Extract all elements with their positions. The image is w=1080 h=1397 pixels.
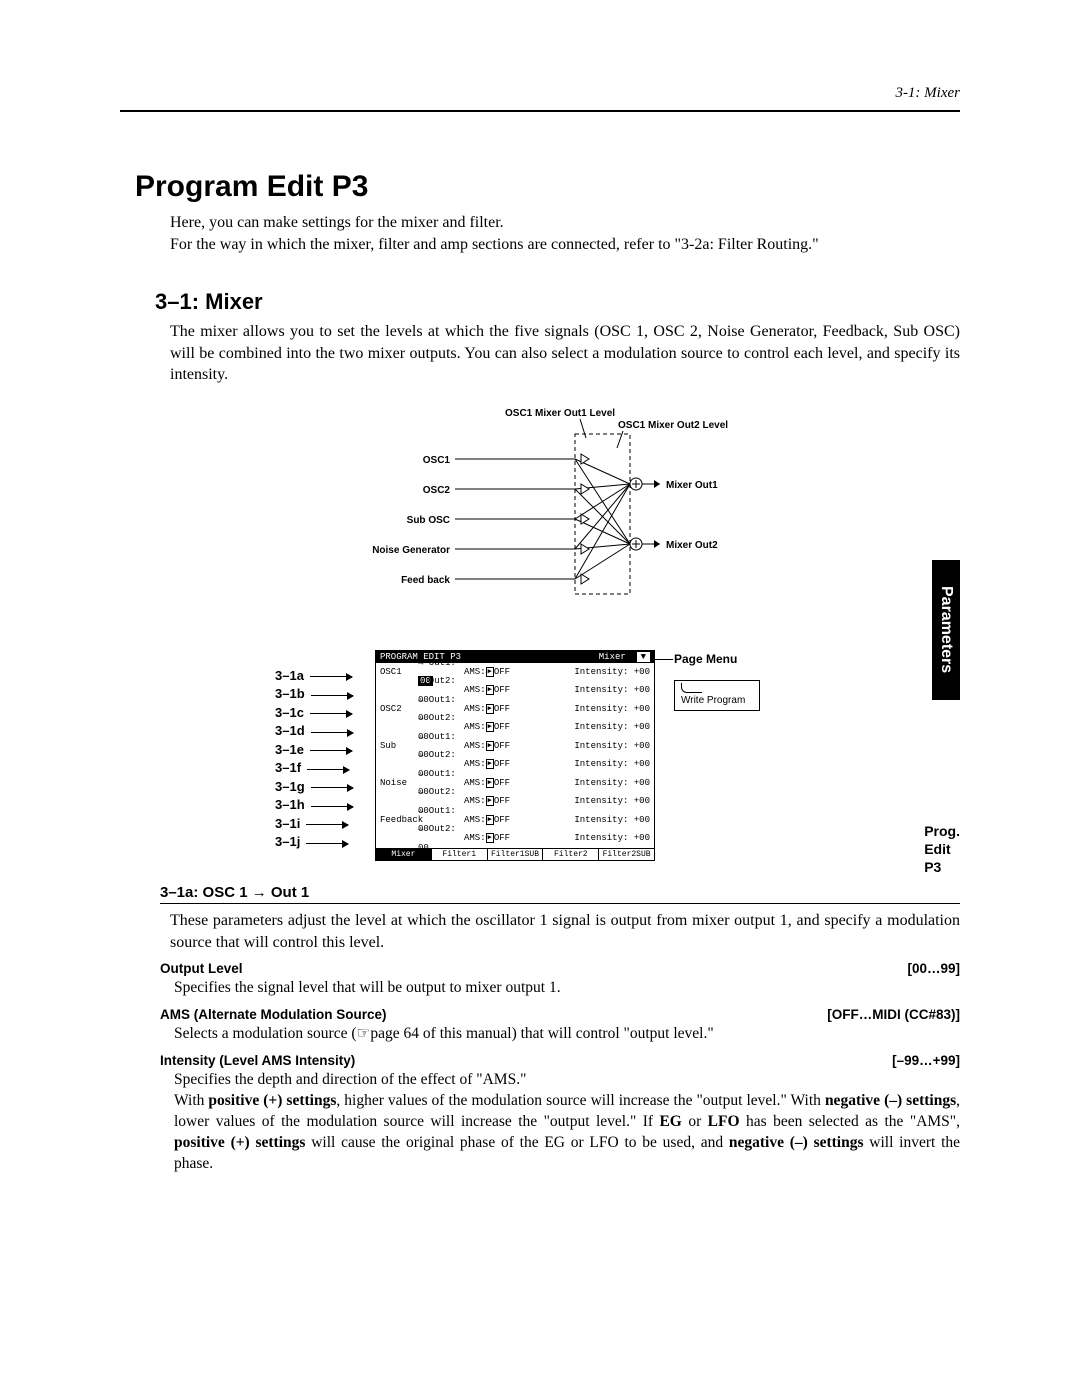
param-desc: With positive (+) settings, higher value… [174, 1091, 960, 1175]
side-label-line2: Edit [924, 840, 960, 858]
parameter-list: Output Level [00…99] Specifies the signal … [160, 961, 960, 1174]
svg-text:Sub OSC: Sub OSC [407, 515, 450, 526]
mixer-block-diagram: OSC1 Mixer Out1 LevelOSC1 Mixer Out2 Lev… [320, 404, 800, 624]
top-rule [120, 110, 960, 112]
page-menu-title: Page Menu [674, 652, 737, 666]
lcd-tab[interactable]: Filter2SUB [599, 849, 654, 860]
param-header: Intensity (Level AMS Intensity) [–99…+99] [160, 1053, 960, 1068]
svg-text:OSC1: OSC1 [423, 455, 451, 466]
row-label: 3–1a [275, 667, 353, 686]
lcd-title-right: Mixer [599, 652, 626, 662]
section-mixer-body: The mixer allows you to set the levels a… [170, 321, 960, 386]
svg-text:Feed back: Feed back [401, 575, 450, 586]
page-menu-leader [655, 659, 673, 660]
page-menu-label: Page Menu Write Program [674, 652, 760, 711]
param-name: Output Level [160, 961, 243, 976]
page-menu-icon [681, 683, 702, 693]
lcd-tab[interactable]: Filter1SUB [488, 849, 544, 860]
row-label: 3–1e [275, 741, 353, 760]
svg-text:Noise Generator: Noise Generator [372, 545, 450, 556]
svg-text:OSC1 Mixer Out2 Level: OSC1 Mixer Out2 Level [618, 420, 728, 431]
subsection-body: These parameters adjust the level at whi… [170, 910, 960, 953]
lcd-tabs: MixerFilter1Filter1SUBFilter2Filter2SUB [376, 848, 654, 860]
row-label: 3–1f [275, 759, 353, 778]
svg-text:Mixer Out2: Mixer Out2 [666, 540, 718, 551]
param-name: AMS (Alternate Modulation Source) [160, 1007, 387, 1022]
lcd-rows: OSC1→ Out1: 00AMS:▶OFFIntensity: +00→ Ou… [376, 663, 654, 848]
page-title: Program Edit P3 [135, 170, 960, 204]
param-name: Intensity (Level AMS Intensity) [160, 1053, 355, 1068]
row-label: 3–1d [275, 722, 353, 741]
lcd-tab[interactable]: Filter1 [432, 849, 488, 860]
intro-line-2: For the way in which the mixer, filter a… [170, 234, 960, 256]
lcd-tab[interactable]: Filter2 [543, 849, 599, 860]
side-label-line1: Prog. [924, 822, 960, 840]
subsection-title: 3–1a: OSC 1 → Out 1 [160, 884, 960, 904]
param-desc: Specifies the depth and direction of the… [174, 1070, 960, 1091]
param-header: AMS (Alternate Modulation Source) [OFF…MI… [160, 1007, 960, 1022]
page-menu-popup[interactable]: Write Program [674, 680, 760, 711]
page-header-label: 3-1: Mixer [895, 85, 960, 102]
intro-line-1: Here, you can make settings for the mixe… [170, 212, 960, 234]
row-label: 3–1c [275, 704, 353, 723]
svg-text:OSC2: OSC2 [423, 485, 451, 496]
row-label: 3–1i [275, 815, 353, 834]
param-range: [00…99] [907, 961, 960, 976]
param-desc: Selects a modulation source (☞page 64 of… [174, 1024, 960, 1045]
row-label: 3–1g [275, 778, 353, 797]
side-tab-parameters: Parameters [932, 560, 960, 700]
row-label: 3–1j [275, 833, 353, 852]
svg-text:OSC1 Mixer Out1 Level: OSC1 Mixer Out1 Level [505, 408, 615, 419]
param-range: [OFF…MIDI (CC#83)] [827, 1007, 960, 1022]
param-header: Output Level [00…99] [160, 961, 960, 976]
row-label-column: 3–1a3–1b3–1c3–1d3–1e3–1f3–1g3–1h3–1i3–1j [275, 667, 353, 852]
row-label: 3–1h [275, 796, 353, 815]
page-menu-item[interactable]: Write Program [681, 695, 745, 706]
section-mixer-title: 3–1: Mixer [155, 289, 960, 315]
svg-text:Mixer Out1: Mixer Out1 [666, 480, 718, 491]
param-range: [–99…+99] [892, 1053, 960, 1068]
lcd-row: → Out2: 00AMS:▶OFFIntensity: +00 [376, 829, 654, 848]
param-desc: Specifies the signal level that will be … [174, 978, 960, 999]
side-label-prog-edit: Prog. Edit P3 [924, 822, 960, 877]
lcd-screen: PROGRAM EDIT P3 Mixer ▼ OSC1→ Out1: 00AM… [375, 650, 655, 861]
row-label: 3–1b [275, 685, 353, 704]
side-label-line3: P3 [924, 858, 960, 876]
lcd-tab[interactable]: Mixer [376, 849, 432, 860]
lcd-menu-button[interactable]: ▼ [637, 652, 650, 662]
